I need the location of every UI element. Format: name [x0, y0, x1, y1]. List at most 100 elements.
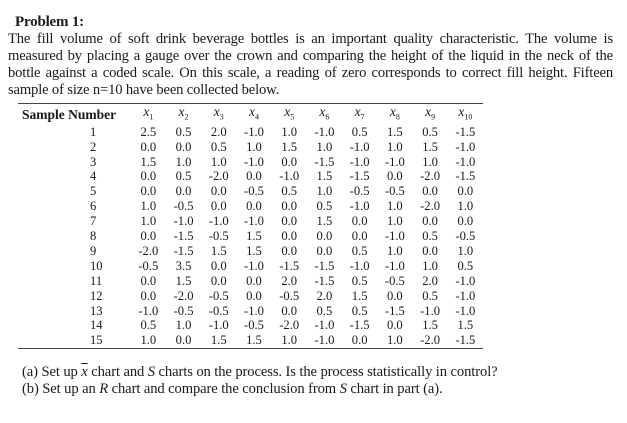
value-cell: -1.5: [384, 303, 405, 318]
table-row: 13 -1.0 -0.5 -0.5 -1.0 0.0 0.5 0.5 -1.5 -1.0 -1.0: [18, 304, 483, 319]
sample-number-cell: 5: [90, 184, 97, 199]
value-cell: 0.0: [351, 214, 368, 229]
value-cell: 0.5: [281, 184, 298, 199]
value-cell: 1.5: [281, 139, 298, 154]
question-a-text-2: charts on the process. Is the process st…: [154, 364, 498, 380]
value-cell: 0.0: [175, 139, 192, 154]
table-row: 6 1.0 -0.5 0.0 0.0 0.0 0.5 -1.0 1.0 -2.0 1.0: [18, 199, 483, 214]
value-cell: 1.0: [140, 214, 157, 229]
value-cell: -0.5: [138, 258, 159, 273]
value-cell: 1.5: [175, 273, 192, 288]
value-cell: -1.5: [455, 169, 476, 184]
value-cell: 1.5: [140, 154, 157, 169]
table-top-rule: [18, 103, 483, 104]
value-cell: -1.0: [244, 258, 264, 273]
problem-title: Problem 1:: [15, 14, 84, 30]
value-cell: -1.5: [314, 273, 335, 288]
value-cell: -1.0: [314, 318, 335, 333]
value-cell: 1.0: [175, 154, 192, 169]
value-cell: -1.5: [455, 124, 476, 139]
table-row: 9 -2.0 -1.5 1.5 1.5 0.0 0.0 0.5 1.0 0.0 1.0: [18, 244, 483, 259]
value-cell: -2.0: [420, 199, 441, 214]
value-cell: 0.5: [422, 124, 438, 139]
table-body: 1 2.5 0.5 2.0 -1.0 1.0 -1.0 0.5 1.5 0.5 -1.5 2 0.0 0.…: [18, 125, 483, 349]
value-cell: 0.0: [281, 229, 298, 244]
value-cell: 0.0: [386, 318, 403, 333]
value-cell: 0.0: [246, 288, 262, 303]
value-cell: -1.0: [349, 199, 370, 214]
value-cell: -1.0: [314, 333, 335, 348]
value-cell: 0.0: [140, 169, 157, 184]
value-cell: 2.0: [281, 273, 298, 288]
sample-number-cell: 9: [90, 243, 97, 258]
value-cell: 0.0: [351, 229, 368, 244]
data-table-container: Sample Number x1 x2 x3 x4 x5 x6 x7 x8 x9 x10 1 2.5…: [18, 103, 483, 350]
column-header-x2: x2: [178, 104, 189, 122]
value-cell: 0.5: [316, 303, 333, 318]
value-cell: 1.0: [386, 139, 403, 154]
table-row: 7 1.0 -1.0 -1.0 -1.0 0.0 1.5 0.0 1.0 0.0 0.0: [18, 214, 483, 229]
table-row: 3 1.5 1.0 1.0 -1.0 0.0 -1.5 -1.0 -1.0 1.0 -1.0: [18, 155, 483, 170]
value-cell: 1.0: [386, 214, 403, 229]
value-cell: 0.0: [316, 243, 333, 258]
value-cell: -0.5: [173, 303, 194, 318]
table-row: 4 0.0 0.5 -2.0 0.0 -1.0 1.5 -1.5 0.0 -2.0 -1.5: [18, 169, 483, 184]
value-cell: -1.0: [244, 124, 264, 139]
table-row: 12 0.0 -2.0 -0.5 0.0 -0.5 2.0 1.5 0.0 0.5 -1.0: [18, 289, 483, 304]
value-cell: -2.0: [173, 288, 194, 303]
value-cell: 0.0: [386, 288, 403, 303]
value-cell: 0.0: [246, 199, 262, 214]
value-cell: 1.0: [246, 139, 262, 154]
value-cell: -1.0: [455, 273, 476, 288]
value-cell: -0.5: [279, 288, 300, 303]
sample-number-cell: 2: [90, 139, 97, 154]
table-row: 10 -0.5 3.5 0.0 -1.0 -1.5 -1.5 -1.0 -1.0 1.0 0.5: [18, 259, 483, 274]
value-cell: 0.0: [351, 333, 368, 348]
value-cell: 2.0: [316, 288, 333, 303]
value-cell: -1.0: [420, 303, 441, 318]
sample-number-cell: 1: [90, 124, 97, 139]
value-cell: 0.0: [457, 214, 474, 229]
data-table: Sample Number x1 x2 x3 x4 x5 x6 x7 x8 x9 x10 1 2.5…: [18, 104, 483, 348]
question-a-text-1: chart and: [87, 364, 148, 380]
column-header-x5: x5: [284, 104, 295, 122]
value-cell: -0.5: [349, 184, 370, 199]
value-cell: -1.0: [173, 214, 194, 229]
r-symbol: R: [99, 381, 109, 397]
sample-number-cell: 4: [90, 169, 97, 184]
s-symbol: S: [147, 364, 155, 380]
value-cell: 0.0: [281, 214, 298, 229]
value-cell: 0.0: [386, 169, 403, 184]
value-cell: 0.0: [281, 199, 298, 214]
table-row: 15 1.0 0.0 1.5 1.5 1.0 -1.0 0.0 1.0 -2.0 -1.5: [18, 333, 483, 348]
table-row: 1 2.5 0.5 2.0 -1.0 1.0 -1.0 0.5 1.5 0.5 -1.5: [18, 125, 483, 140]
value-cell: -1.0: [455, 288, 476, 303]
value-cell: 0.0: [140, 273, 157, 288]
value-cell: 0.0: [210, 258, 227, 273]
value-cell: 1.0: [140, 333, 157, 348]
value-cell: -1.0: [279, 169, 300, 184]
value-cell: 0.5: [210, 139, 227, 154]
value-cell: 1.0: [386, 243, 403, 258]
value-cell: 0.5: [422, 229, 438, 244]
sample-number-header: Sample Number: [22, 106, 117, 122]
sample-number-cell: 12: [90, 288, 103, 303]
value-cell: 0.0: [140, 229, 157, 244]
sample-number-cell: 15: [90, 333, 103, 348]
value-cell: 0.5: [175, 124, 192, 139]
column-header-x6: x6: [319, 104, 330, 122]
value-cell: 0.0: [422, 214, 438, 229]
value-cell: 0.5: [422, 288, 438, 303]
value-cell: -0.5: [384, 184, 405, 199]
value-cell: 1.0: [140, 199, 157, 214]
value-cell: 1.0: [210, 154, 227, 169]
value-cell: -0.5: [208, 229, 229, 244]
sample-number-cell: 10: [90, 258, 103, 273]
value-cell: 1.5: [246, 333, 262, 348]
value-cell: -1.5: [279, 258, 300, 273]
value-cell: -1.5: [314, 258, 335, 273]
table-row: 8 0.0 -1.5 -0.5 1.5 0.0 0.0 0.0 -1.0 0.5 -0.5: [18, 229, 483, 244]
value-cell: 1.5: [246, 243, 262, 258]
value-cell: 0.0: [281, 303, 298, 318]
value-cell: -2.0: [138, 243, 159, 258]
